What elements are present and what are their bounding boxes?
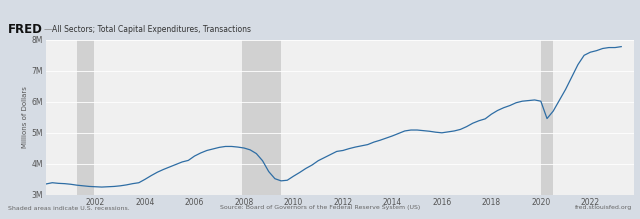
Bar <box>77 40 93 195</box>
Text: Source: Board of Governors of the Federal Reserve System (US): Source: Board of Governors of the Federa… <box>220 205 420 210</box>
Text: FRED: FRED <box>8 23 42 36</box>
Text: fred.stlouisfed.org: fred.stlouisfed.org <box>575 205 632 210</box>
Text: Shaded areas indicate U.S. recessions.: Shaded areas indicate U.S. recessions. <box>8 205 129 210</box>
Text: —: — <box>44 25 52 34</box>
Bar <box>242 40 281 195</box>
Y-axis label: Millions of Dollars: Millions of Dollars <box>22 86 28 148</box>
Text: All Sectors; Total Capital Expenditures, Transactions: All Sectors; Total Capital Expenditures,… <box>52 25 252 34</box>
Bar <box>541 40 553 195</box>
